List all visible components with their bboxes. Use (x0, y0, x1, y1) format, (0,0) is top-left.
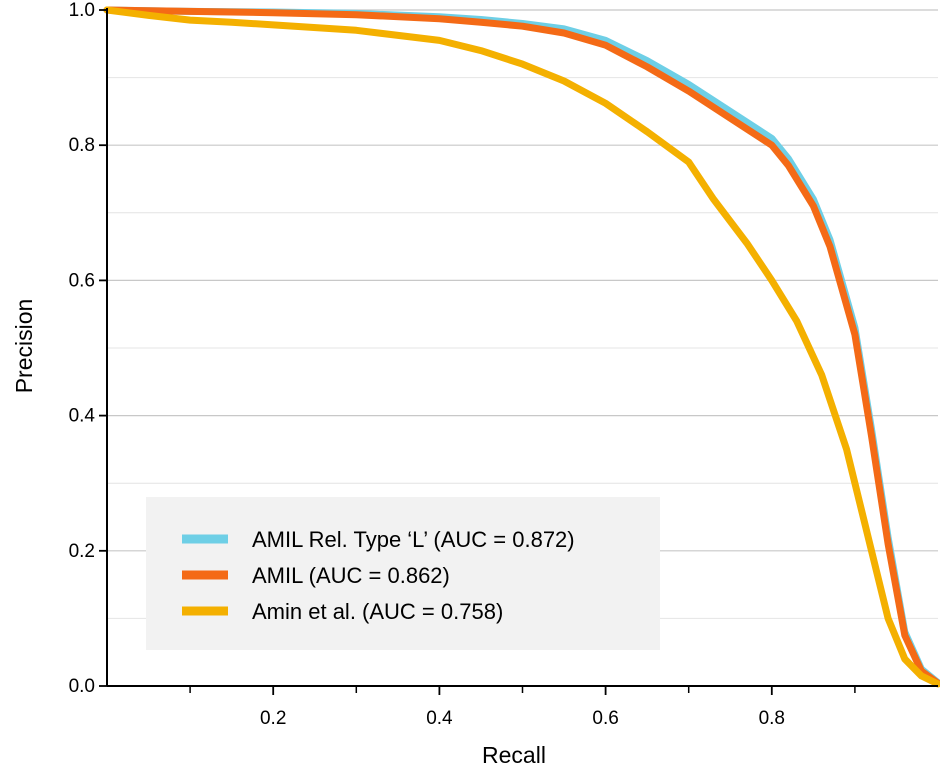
legend-entry-2: AMIL (AUC = 0.862) (252, 563, 450, 588)
x-tick-label: 0.6 (592, 708, 618, 729)
legend-box (146, 497, 660, 650)
y-tick-label: 0.6 (69, 270, 95, 291)
legend-entry-3: Amin et al. (AUC = 0.758) (252, 599, 503, 624)
x-tick-label: 0.4 (426, 708, 453, 729)
legend-entry-1: AMIL Rel. Type ‘L’ (AUC = 0.872) (252, 527, 575, 552)
axes: 0.0 0.2 0.4 0.6 0.8 1.0 0.2 0.4 0.6 0.8 (69, 0, 938, 729)
x-tick-label: 0.8 (759, 708, 785, 729)
y-axis-title: Precision (11, 299, 37, 394)
y-tick-label: 0.4 (69, 406, 96, 427)
series-line-2 (103, 6, 940, 687)
series-lines (103, 6, 940, 688)
y-tick-label: 0.0 (69, 676, 95, 697)
series-line-3 (103, 6, 940, 688)
x-axis-title: Recall (482, 742, 546, 768)
y-tick-label: 0.8 (69, 135, 95, 156)
x-tick-label: 0.2 (260, 708, 286, 729)
y-tick-label: 1.0 (69, 0, 95, 21)
y-tick-label: 0.2 (69, 541, 95, 562)
legend: AMIL Rel. Type ‘L’ (AUC = 0.872) AMIL (AU… (146, 497, 660, 650)
